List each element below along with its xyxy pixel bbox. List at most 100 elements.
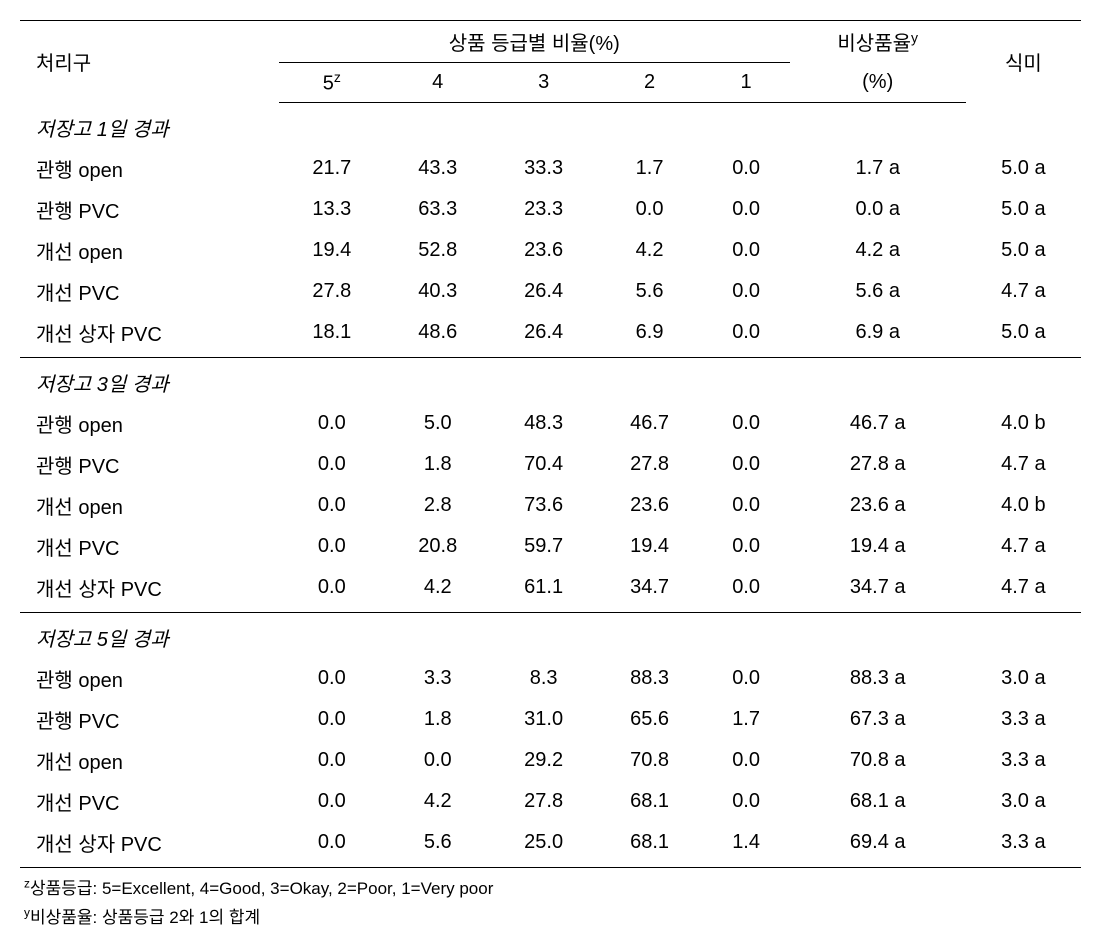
treatment-cell: 관행 open [20, 403, 279, 444]
data-cell: 23.6 a [790, 485, 966, 526]
data-cell: 19.4 [597, 526, 703, 567]
data-cell: 3.3 [385, 658, 491, 699]
data-cell: 40.3 [385, 271, 491, 312]
data-cell: 48.6 [385, 312, 491, 358]
footnote-z-text: 상품등급: 5=Excellent, 4=Good, 3=Okay, 2=Poo… [30, 879, 493, 898]
header-treatment: 처리구 [20, 21, 279, 103]
data-cell: 4.7 a [966, 526, 1081, 567]
data-cell: 65.6 [597, 699, 703, 740]
data-cell: 4.7 a [966, 444, 1081, 485]
data-cell: 0.0 [703, 189, 790, 230]
treatment-cell: 개선 PVC [20, 526, 279, 567]
treatment-cell: 개선 상자 PVC [20, 567, 279, 613]
header-col5-sup: z [334, 69, 341, 85]
data-cell: 25.0 [491, 822, 597, 868]
data-cell: 4.7 a [966, 567, 1081, 613]
data-cell: 0.0 [703, 271, 790, 312]
header-grade-group: 상품 등급별 비율(%) [279, 21, 790, 63]
data-cell: 0.0 [279, 740, 385, 781]
data-cell: 34.7 a [790, 567, 966, 613]
data-cell: 70.8 [597, 740, 703, 781]
data-cell: 34.7 [597, 567, 703, 613]
data-cell: 1.4 [703, 822, 790, 868]
data-cell: 1.7 a [790, 148, 966, 189]
treatment-cell: 관행 PVC [20, 444, 279, 485]
data-cell: 4.2 [597, 230, 703, 271]
data-cell: 61.1 [491, 567, 597, 613]
header-nonproduct-unit: (%) [790, 63, 966, 103]
header-nonproduct: 비상품율y [790, 21, 966, 63]
header-col5-text: 5 [323, 73, 334, 95]
data-cell: 23.6 [491, 230, 597, 271]
data-cell: 6.9 a [790, 312, 966, 358]
data-cell: 1.7 [597, 148, 703, 189]
data-cell: 4.7 a [966, 271, 1081, 312]
data-cell: 4.2 a [790, 230, 966, 271]
data-cell: 2.8 [385, 485, 491, 526]
data-table: 처리구 상품 등급별 비율(%) 비상품율y 식미 5z 4 3 2 1 (%)… [20, 20, 1081, 868]
treatment-cell: 관행 open [20, 658, 279, 699]
data-cell: 4.2 [385, 781, 491, 822]
data-cell: 19.4 a [790, 526, 966, 567]
header-nonproduct-text: 비상품율 [837, 33, 911, 55]
data-cell: 5.0 a [966, 148, 1081, 189]
data-cell: 3.0 a [966, 781, 1081, 822]
data-cell: 1.7 [703, 699, 790, 740]
data-cell: 59.7 [491, 526, 597, 567]
data-cell: 67.3 a [790, 699, 966, 740]
data-cell: 1.8 [385, 699, 491, 740]
data-cell: 4.0 b [966, 485, 1081, 526]
data-cell: 5.0 a [966, 312, 1081, 358]
header-col5: 5z [279, 63, 385, 103]
data-cell: 46.7 [597, 403, 703, 444]
data-cell: 48.3 [491, 403, 597, 444]
data-cell: 52.8 [385, 230, 491, 271]
data-cell: 43.3 [385, 148, 491, 189]
treatment-cell: 개선 PVC [20, 271, 279, 312]
treatment-cell: 개선 open [20, 230, 279, 271]
footnote-y: y비상품율: 상품등급 2와 1의 합계 [24, 903, 1081, 928]
data-cell: 0.0 [703, 740, 790, 781]
data-cell: 70.8 a [790, 740, 966, 781]
header-col3: 3 [491, 63, 597, 103]
data-cell: 0.0 [703, 567, 790, 613]
section-title: 저장고 1일 경과 [20, 102, 1081, 148]
data-cell: 0.0 [279, 658, 385, 699]
data-cell: 0.0 [279, 567, 385, 613]
data-cell: 4.0 b [966, 403, 1081, 444]
data-cell: 63.3 [385, 189, 491, 230]
data-cell: 19.4 [279, 230, 385, 271]
treatment-cell: 관행 PVC [20, 699, 279, 740]
header-col1: 1 [703, 63, 790, 103]
data-cell: 5.6 [597, 271, 703, 312]
header-col2: 2 [597, 63, 703, 103]
data-cell: 27.8 a [790, 444, 966, 485]
data-cell: 26.4 [491, 312, 597, 358]
data-cell: 0.0 [703, 312, 790, 358]
data-cell: 0.0 [703, 485, 790, 526]
data-cell: 0.0 [703, 781, 790, 822]
data-cell: 0.0 [703, 230, 790, 271]
data-cell: 69.4 a [790, 822, 966, 868]
data-cell: 5.0 a [966, 230, 1081, 271]
footnotes: z상품등급: 5=Excellent, 4=Good, 3=Okay, 2=Po… [20, 874, 1081, 928]
data-cell: 0.0 [703, 526, 790, 567]
data-cell: 88.3 a [790, 658, 966, 699]
data-cell: 3.3 a [966, 699, 1081, 740]
data-cell: 31.0 [491, 699, 597, 740]
data-cell: 3.3 a [966, 740, 1081, 781]
data-cell: 27.8 [597, 444, 703, 485]
data-cell: 46.7 a [790, 403, 966, 444]
data-cell: 0.0 [385, 740, 491, 781]
data-cell: 68.1 [597, 822, 703, 868]
data-cell: 13.3 [279, 189, 385, 230]
data-cell: 26.4 [491, 271, 597, 312]
header-nonproduct-sup: y [911, 30, 918, 46]
section-title: 저장고 5일 경과 [20, 612, 1081, 658]
data-cell: 0.0 [279, 699, 385, 740]
data-cell: 5.6 [385, 822, 491, 868]
data-cell: 5.6 a [790, 271, 966, 312]
data-cell: 1.8 [385, 444, 491, 485]
data-cell: 88.3 [597, 658, 703, 699]
data-cell: 0.0 [597, 189, 703, 230]
